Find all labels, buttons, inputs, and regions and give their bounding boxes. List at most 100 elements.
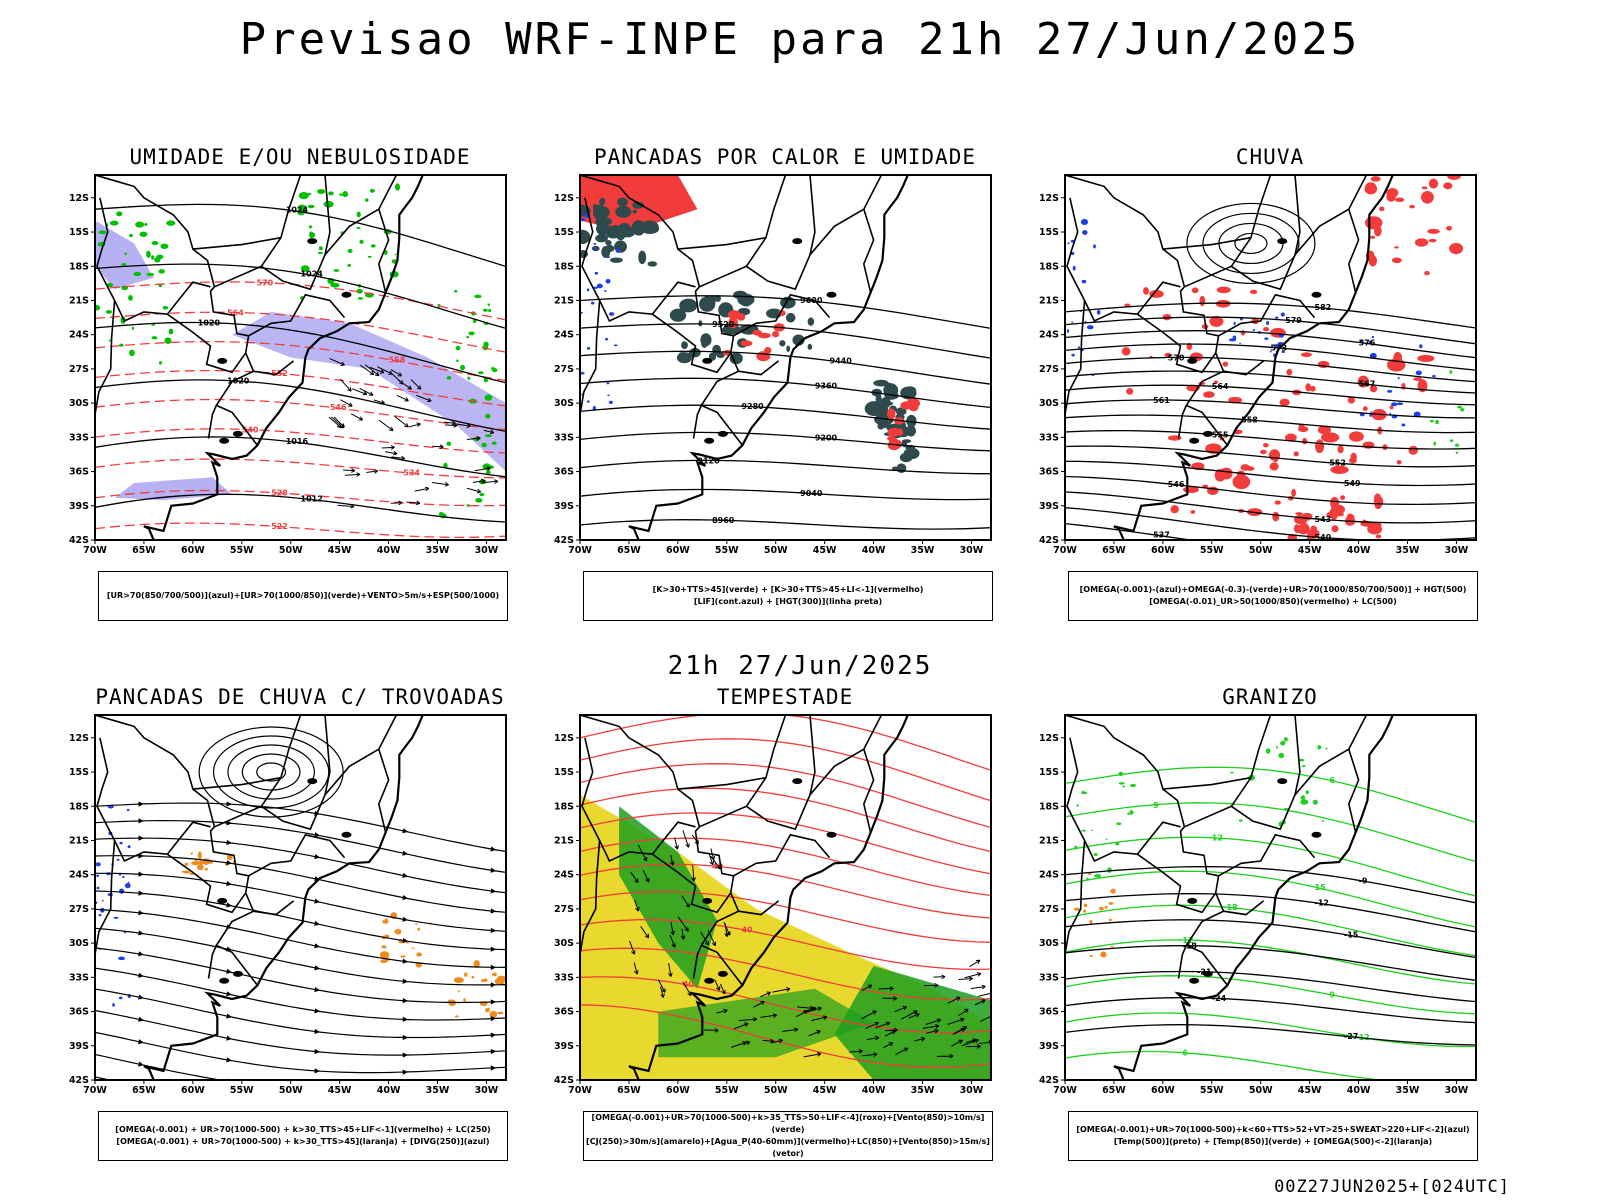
contour-label: 534 [403,468,420,477]
wind-vector-head [691,877,697,882]
precip-blob [121,876,125,879]
precip-blob [357,297,364,300]
country-border [745,237,767,267]
lc850-contour [580,715,991,771]
wind-vector-head [889,986,894,991]
streamline-arrow [490,867,497,873]
precip-blob [184,862,189,866]
lat-label: 24S [554,330,574,341]
precip-blob [1072,265,1076,271]
lat-label: 42S [1039,535,1059,546]
gpm-contour [95,281,506,321]
wind-vector [849,1050,863,1053]
lat-label: 24S [1039,330,1059,341]
wind-vector-head [716,986,721,991]
precip-blob [448,999,452,1002]
caption-line: [OMEGA(-0.001)+UR>70(1000-500)+k<60+TTS>… [1076,1125,1470,1134]
wind-vector [724,923,728,937]
gpm-contour [95,428,506,454]
wind-vector [908,1013,920,1019]
map-chuva: 5825795765735705675645615585555525495465… [1039,174,1477,556]
contour-label: 9520 [712,320,735,329]
streamline-arrow [314,986,321,993]
lon-label: 35W [911,545,935,556]
precip-blob [580,218,586,221]
precip-blob [481,979,485,983]
wind-vector [378,419,394,432]
wind-vector-head [872,1010,877,1015]
temp500-contour [1065,944,1476,981]
map-frame [94,714,507,1081]
lon-label: 40W [862,545,886,556]
precip-blob [1330,496,1339,510]
country-border [1065,175,1229,446]
wind-vector-head [956,996,961,1001]
lat-label: 21S [1039,295,1059,306]
precip-blob [1266,321,1270,326]
precip-blob [1302,437,1308,445]
lake [1189,437,1200,444]
gpm-contour [95,398,506,431]
wind-vector [472,479,486,483]
lat-label: 18S [69,801,89,812]
precip-blob [647,261,658,267]
country-border [192,175,302,250]
contour-label: -27 [1344,1032,1358,1041]
wind-vector [760,991,771,998]
lake [792,778,803,785]
contour-label: 15 [1315,883,1327,892]
lon-label: 55W [1200,1085,1224,1096]
precip-blob [1293,451,1299,457]
country-border [1065,840,1086,993]
streamline-arrow [138,910,144,916]
streamline-arrow [226,801,232,807]
precip-blob [1295,512,1303,516]
lat-label: 39S [554,1041,574,1052]
precip-blob [151,255,155,260]
precip-blob [1105,838,1108,841]
wind-vector-head [379,369,385,374]
streamline-circulation [241,753,301,791]
panel-title: PANCADAS DE CHUVA C/ TROVOADAS [95,685,505,709]
country-border [95,715,259,986]
precip-blob [1368,340,1372,344]
country-border [699,175,883,291]
precip-blob [1455,451,1459,455]
contour-label: -15 [1344,930,1359,939]
lon-label: 70W [1053,545,1077,556]
precip-blob [895,428,904,436]
country-border [1162,715,1272,790]
wind-vector [861,1053,878,1057]
geography-layer [95,175,424,540]
lat-label: 30S [1039,938,1059,949]
wind-vector [714,979,720,991]
precip-blob [1309,385,1316,392]
lc850-contour [580,837,991,897]
wind-vector-head [745,1040,751,1046]
country-border [1184,175,1368,291]
precip-blob [604,289,607,292]
precip-blob [1080,218,1089,226]
lat-label: 15S [554,767,574,778]
precip-blob [488,309,492,313]
wind-vector-head [902,1005,907,1011]
panel-umidade: UMIDADE E/OU NEBULOSIDADE 570 564 558 552 54… [50,145,550,645]
streamline-arrow [314,943,321,949]
lake [792,238,803,245]
precip-blob [118,874,122,876]
contour-label: 552 [1329,459,1346,468]
precip-blob [1375,534,1382,539]
lon-label: 70W [83,545,107,556]
wind-vector [359,364,375,376]
wind-vector [980,1015,991,1023]
precip-blob [1104,905,1108,909]
precip-blob [892,466,898,471]
wind-vector [359,387,374,396]
precip-blob [118,956,125,961]
wind-vector [865,1022,879,1029]
wind-vector [337,504,355,508]
precip-blob [1090,829,1093,831]
precip-blob [135,221,145,228]
temp500-contour [1065,1024,1476,1046]
precip-blob [1367,521,1382,529]
